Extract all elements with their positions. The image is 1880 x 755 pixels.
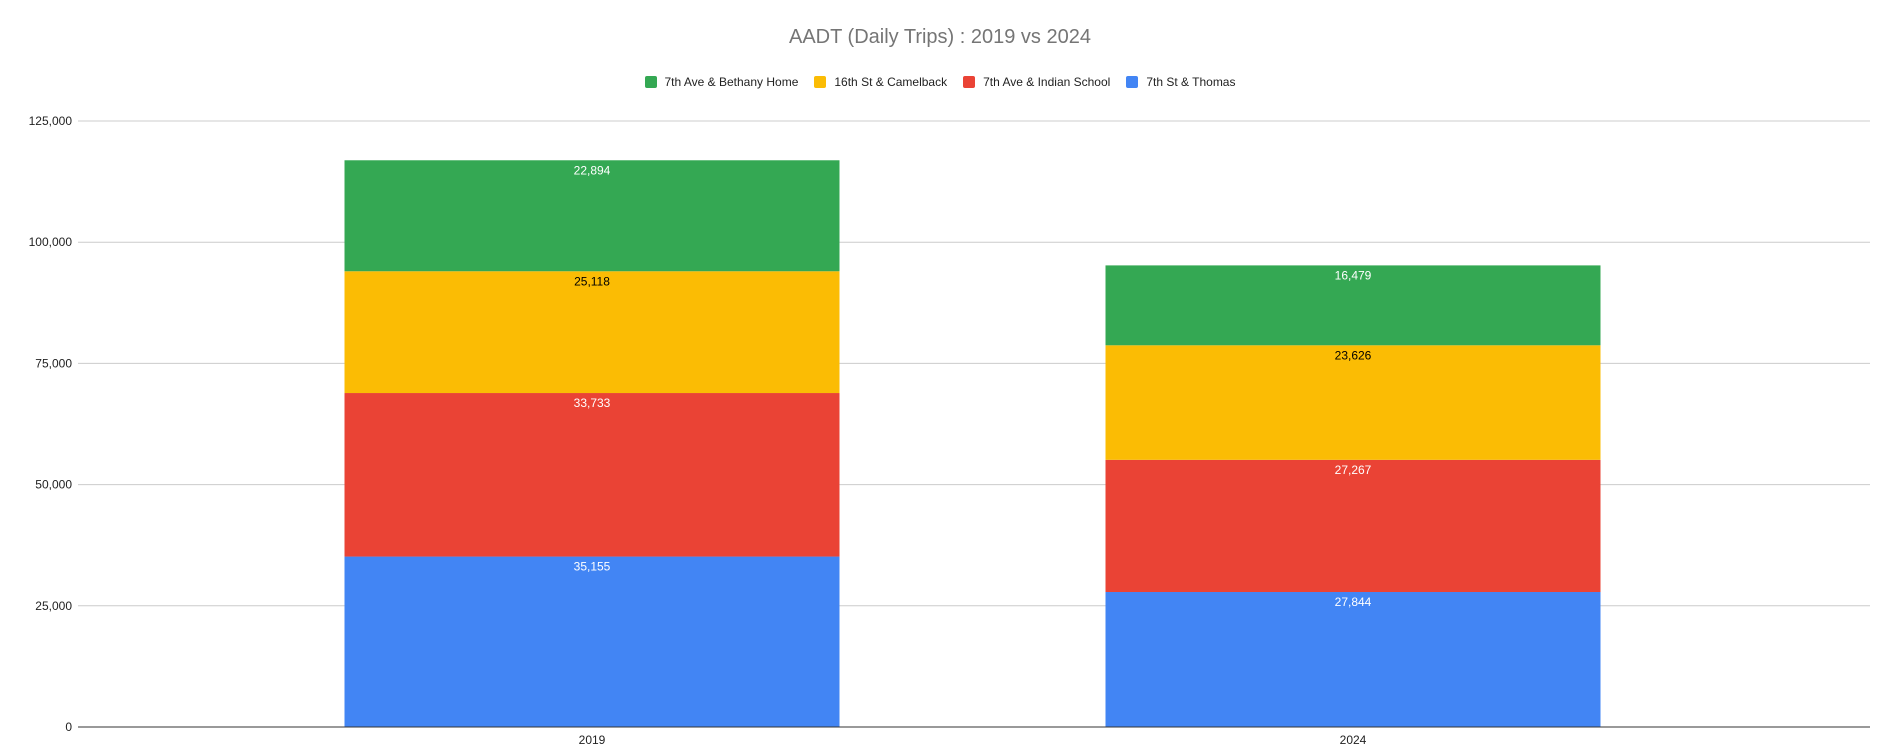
data-label: 22,894 <box>574 163 611 177</box>
legend-item: 7th St & Thomas <box>1126 75 1235 89</box>
y-tick-label: 0 <box>65 720 72 734</box>
y-tick-label: 100,000 <box>29 235 73 249</box>
bar-segment <box>344 160 840 272</box>
legend-swatch <box>963 76 976 88</box>
legend-item: 16th St & Camelback <box>814 75 947 89</box>
y-tick-label: 25,000 <box>35 599 72 613</box>
data-label: 33,733 <box>574 396 611 410</box>
data-label: 16,479 <box>1335 268 1372 282</box>
data-label: 25,118 <box>574 274 610 288</box>
bar-segment <box>1105 345 1601 460</box>
bar-segment <box>344 393 840 557</box>
data-label: 35,155 <box>574 560 611 574</box>
y-tick-label: 75,000 <box>35 356 72 370</box>
legend-label: 7th Ave & Indian School <box>983 75 1111 89</box>
y-tick-label: 125,000 <box>29 114 73 128</box>
legend-swatch <box>814 76 827 88</box>
x-tick-label: 2024 <box>1340 733 1367 747</box>
bar-segment <box>1105 459 1601 593</box>
bar-segment <box>1105 592 1601 727</box>
legend-label: 7th Ave & Bethany Home <box>664 75 799 89</box>
data-label: 23,626 <box>1335 348 1372 362</box>
legend-item: 7th Ave & Bethany Home <box>644 75 799 89</box>
legend-item: 7th Ave & Indian School <box>963 75 1110 89</box>
legend-label: 7th St & Thomas <box>1146 75 1236 89</box>
bar-segment <box>344 556 840 727</box>
chart-title: AADT (Daily Trips) : 2019 vs 2024 <box>789 26 1091 48</box>
legend-swatch <box>1126 76 1139 88</box>
y-tick-label: 50,000 <box>35 478 72 492</box>
legend: 7th Ave & Bethany Home 16th St & Camelbac… <box>0 75 1880 89</box>
legend-swatch <box>644 76 657 88</box>
data-label: 27,844 <box>1335 595 1372 609</box>
data-label: 27,267 <box>1335 463 1372 477</box>
bar-segment <box>1105 265 1601 346</box>
legend-label: 16th St & Camelback <box>834 75 948 89</box>
x-tick-label: 2019 <box>579 733 606 747</box>
bar-segment <box>344 271 840 394</box>
